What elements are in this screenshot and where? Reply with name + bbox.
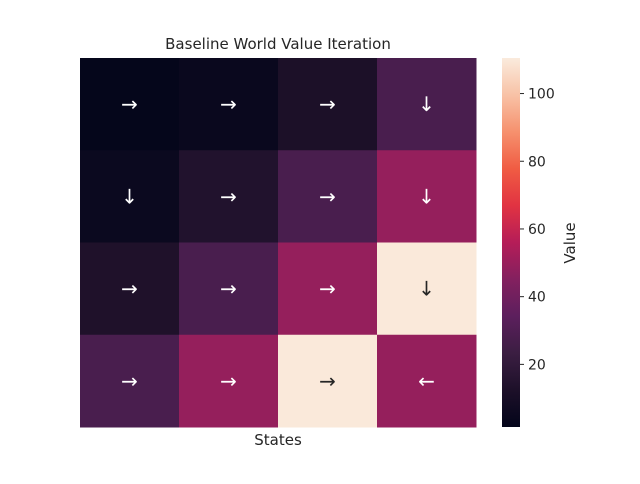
policy-arrow-r1-c3: ↓ bbox=[418, 184, 435, 208]
policy-arrow-r3-c1: → bbox=[220, 369, 237, 393]
heatmap-cell-r2-c3 bbox=[377, 242, 477, 336]
colorbar-gradient bbox=[502, 58, 520, 427]
heatmap-cell-r3-c0 bbox=[80, 334, 180, 428]
heatmap-grid bbox=[80, 58, 477, 428]
colorbar-label: Value bbox=[561, 222, 579, 263]
heatmap-cell-r1-c1 bbox=[179, 150, 279, 243]
colorbar-ticks: 20 40 60 80 100 bbox=[520, 87, 555, 373]
policy-arrow-r2-c1: → bbox=[220, 277, 237, 301]
policy-arrow-r2-c0: → bbox=[121, 277, 138, 301]
policy-arrow-r3-c0: → bbox=[121, 369, 138, 393]
policy-arrow-r0-c2: → bbox=[319, 92, 336, 116]
heatmap-cell-r1-c0 bbox=[80, 150, 180, 243]
chart-title: Baseline World Value Iteration bbox=[165, 35, 391, 53]
policy-arrow-r1-c1: → bbox=[220, 184, 237, 208]
policy-arrow-r3-c2: → bbox=[319, 369, 336, 393]
heatmap-cell-r2-c0 bbox=[80, 242, 180, 336]
heatmap-cell-r0-c2 bbox=[278, 58, 378, 151]
policy-arrow-r3-c3: ← bbox=[418, 369, 435, 393]
policy-arrow-r0-c1: → bbox=[220, 92, 237, 116]
heatmap-cell-r2-c2 bbox=[278, 242, 378, 336]
heatmap-cell-r3-c3 bbox=[377, 334, 477, 428]
heatmap-cell-r0-c0 bbox=[80, 58, 180, 151]
colorbar-tick-label: 20 bbox=[528, 357, 546, 373]
heatmap-cell-r1-c2 bbox=[278, 150, 378, 243]
colorbar-tick-label: 40 bbox=[528, 290, 546, 306]
heatmap-cell-r3-c2 bbox=[278, 334, 378, 428]
heatmap-cell-r2-c1 bbox=[179, 242, 279, 336]
heatmap-cell-r0-c1 bbox=[179, 58, 279, 151]
colorbar-tick-label: 100 bbox=[528, 87, 555, 103]
policy-arrow-r0-c0: → bbox=[121, 92, 138, 116]
heatmap-cell-r1-c3 bbox=[377, 150, 477, 243]
heatmap-cell-r3-c1 bbox=[179, 334, 279, 428]
policy-arrow-r2-c2: → bbox=[319, 277, 336, 301]
x-axis-label: States bbox=[254, 431, 302, 449]
colorbar-tick-label: 80 bbox=[528, 154, 546, 170]
policy-arrow-r0-c3: ↓ bbox=[418, 92, 435, 116]
policy-arrow-r1-c0: ↓ bbox=[121, 184, 138, 208]
colorbar: 20 40 60 80 100 Value bbox=[502, 58, 579, 427]
policy-arrow-r2-c3: ↓ bbox=[418, 277, 435, 301]
heatmap-cell-r0-c3 bbox=[377, 58, 477, 151]
policy-arrows: → → → ↓ ↓ → → ↓ → → → ↓ → → → ← bbox=[121, 92, 435, 393]
policy-arrow-r1-c2: → bbox=[319, 184, 336, 208]
colorbar-tick-label: 60 bbox=[528, 222, 546, 238]
